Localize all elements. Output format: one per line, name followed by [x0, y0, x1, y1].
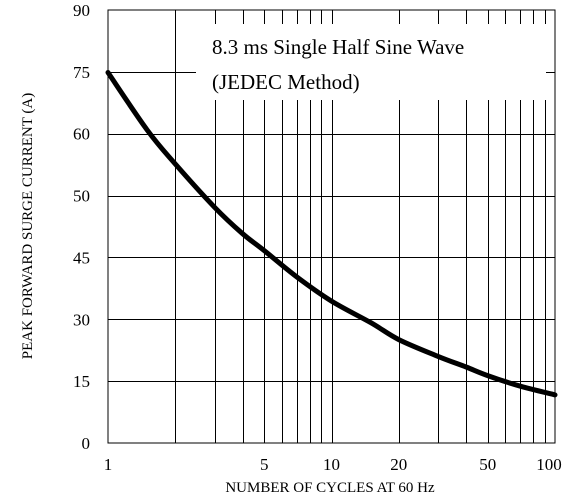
y-tick-labels: 0 15 30 45 50 60 75 90 [73, 1, 90, 453]
x-axis-label: NUMBER OF CYCLES AT 60 Hz [225, 480, 435, 496]
x-tick-labels: 1 5 10 20 50 100 [104, 455, 562, 474]
annotation-line-2: (JEDEC Method) [212, 70, 360, 94]
x-tick-label: 100 [536, 455, 562, 474]
x-tick-label: 20 [390, 455, 407, 474]
y-tick-label: 15 [73, 372, 90, 391]
y-tick-label: 50 [73, 187, 90, 206]
plot-frame [107, 9, 556, 444]
y-tick-label: 30 [73, 310, 90, 329]
x-tick-label: 50 [479, 455, 496, 474]
annotation-box: 8.3 ms Single Half Sine Wave (JEDEC Meth… [196, 24, 546, 100]
x-tick-label: 10 [323, 455, 340, 474]
x-tick-label: 1 [104, 455, 113, 474]
series-layer [105, 70, 558, 398]
x-tick-label: 5 [260, 455, 269, 474]
y-tick-label: 75 [73, 63, 90, 82]
y-tick-label: 60 [73, 125, 90, 144]
annotation-background [196, 24, 546, 100]
annotation-line-1: 8.3 ms Single Half Sine Wave [212, 35, 464, 59]
y-axis-label: PEAK FORWARD SURGE CURRENT (A) [20, 93, 36, 359]
surge-current-curve [105, 70, 558, 398]
y-tick-label: 0 [82, 434, 91, 453]
y-tick-label: 90 [73, 1, 90, 20]
y-tick-label: 45 [73, 248, 90, 267]
